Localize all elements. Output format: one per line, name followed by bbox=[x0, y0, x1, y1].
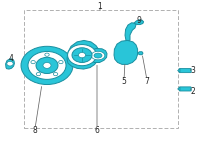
Text: 9: 9 bbox=[137, 16, 141, 25]
Polygon shape bbox=[178, 87, 180, 91]
Text: 3: 3 bbox=[191, 66, 195, 75]
Polygon shape bbox=[6, 59, 14, 69]
Circle shape bbox=[53, 72, 58, 76]
Polygon shape bbox=[138, 52, 143, 55]
Circle shape bbox=[7, 61, 13, 66]
Ellipse shape bbox=[91, 51, 105, 60]
Polygon shape bbox=[114, 40, 138, 64]
Text: 1: 1 bbox=[98, 2, 102, 11]
Ellipse shape bbox=[94, 53, 102, 58]
Text: 8: 8 bbox=[33, 126, 37, 135]
Circle shape bbox=[21, 46, 73, 85]
Circle shape bbox=[36, 72, 41, 76]
FancyBboxPatch shape bbox=[179, 69, 191, 73]
Circle shape bbox=[45, 53, 49, 56]
Circle shape bbox=[68, 45, 96, 66]
Polygon shape bbox=[178, 69, 180, 72]
Circle shape bbox=[28, 51, 66, 79]
Circle shape bbox=[59, 60, 63, 64]
Polygon shape bbox=[134, 20, 144, 25]
Text: 5: 5 bbox=[122, 77, 126, 86]
FancyBboxPatch shape bbox=[179, 87, 191, 91]
Text: 6: 6 bbox=[95, 126, 99, 135]
Text: 2: 2 bbox=[191, 87, 195, 96]
Circle shape bbox=[43, 62, 51, 68]
Text: 4: 4 bbox=[9, 54, 13, 63]
Polygon shape bbox=[89, 49, 107, 62]
Circle shape bbox=[78, 52, 86, 58]
Polygon shape bbox=[67, 40, 100, 69]
Circle shape bbox=[31, 60, 35, 64]
Polygon shape bbox=[125, 23, 136, 40]
Circle shape bbox=[36, 57, 58, 74]
Circle shape bbox=[72, 48, 92, 62]
Text: 7: 7 bbox=[145, 77, 149, 86]
